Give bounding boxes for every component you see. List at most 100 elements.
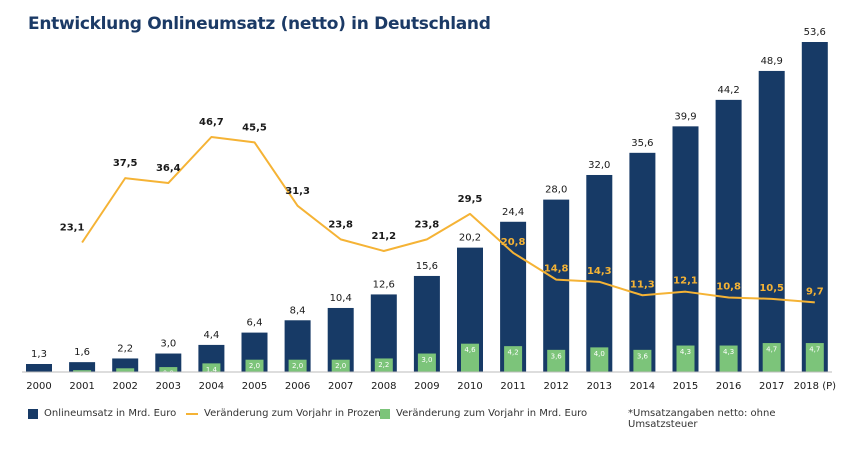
revenue-bar-label: 35,6 xyxy=(631,138,653,149)
percent-label: 11,3 xyxy=(630,279,655,290)
revenue-bar-label: 2,2 xyxy=(117,343,133,354)
revenue-bar-label: 53,6 xyxy=(804,27,826,38)
revenue-bar-label: 15,6 xyxy=(416,261,438,272)
revenue-bar xyxy=(629,152,656,372)
x-tick-label: 2005 xyxy=(242,381,267,392)
change-bar-label: 3,0 xyxy=(421,356,432,364)
change-bar-label: 4,3 xyxy=(723,348,734,356)
revenue-bar xyxy=(586,174,613,372)
revenue-bar-label: 4,4 xyxy=(203,330,219,341)
percent-label: 23,1 xyxy=(60,223,85,234)
revenue-bar-label: 44,2 xyxy=(717,85,739,96)
change-bar-label: 0,3 xyxy=(77,373,88,381)
percent-series-line xyxy=(81,136,815,304)
change-bar-label: 4,6 xyxy=(464,346,476,354)
revenue-bar xyxy=(715,99,742,372)
x-tick-label: 2018 (P) xyxy=(794,381,837,392)
revenue-bar-label: 39,9 xyxy=(674,111,696,122)
x-tick-label: 2002 xyxy=(112,381,137,392)
revenue-bar-label: 24,4 xyxy=(502,207,524,218)
change-bar xyxy=(73,370,92,372)
x-tick-label: 2003 xyxy=(156,381,181,392)
legend-swatch-percent xyxy=(186,412,198,415)
revenue-bar xyxy=(758,70,785,372)
change-bar xyxy=(461,343,479,372)
x-tick-label: 2013 xyxy=(587,381,612,392)
x-tick-labels: 2000 2001 2002 2003 2004 2005 2006 2007 2008 2009… xyxy=(26,381,836,392)
percent-labels: 23,1 37,5 36,4 46,7 45,5 31,3 23,8 21,2 23,8 29,5… xyxy=(60,117,824,297)
x-tick-label: 2007 xyxy=(328,381,353,392)
revenue-bar-label: 12,6 xyxy=(373,279,395,290)
x-tick-label: 2000 xyxy=(26,381,51,392)
revenue-bar-label: 32,0 xyxy=(588,160,610,171)
change-bar-label: 4,2 xyxy=(508,349,519,357)
percent-label: 14,3 xyxy=(587,266,612,277)
chart-title: Entwicklung Onlineumsatz (netto) in Deut… xyxy=(28,14,491,34)
percent-label: 46,7 xyxy=(199,117,224,128)
percent-label: 14,8 xyxy=(544,264,569,275)
percent-label: 12,1 xyxy=(673,276,698,287)
change-bar-label: 3,6 xyxy=(637,352,649,360)
change-bar xyxy=(719,345,738,372)
legend-item-change: Veränderung zum Vorjahr in Mrd. Euro xyxy=(380,408,587,419)
revenue-bar-label: 10,4 xyxy=(330,293,352,304)
revenue-bar-label: 28,0 xyxy=(545,185,567,196)
revenue-bar-label: 20,2 xyxy=(459,233,481,244)
revenue-bar-label: 48,9 xyxy=(761,56,783,67)
change-bars xyxy=(73,343,824,372)
legend-label-revenue: Onlineumsatz in Mrd. Euro xyxy=(44,408,177,419)
change-bar-label: 0,6 xyxy=(120,371,132,379)
x-tick-label: 2009 xyxy=(414,381,439,392)
percent-label: 36,4 xyxy=(156,163,181,174)
change-bar xyxy=(504,346,523,372)
percent-label: 23,8 xyxy=(415,219,440,230)
x-tick-label: 2001 xyxy=(69,381,94,392)
percent-label: 45,5 xyxy=(242,122,267,133)
revenue-bar-label: 8,4 xyxy=(290,305,306,316)
percent-label: 29,5 xyxy=(458,194,483,205)
change-bar xyxy=(374,358,393,372)
change-bar xyxy=(288,359,307,372)
percent-label: 37,5 xyxy=(113,158,138,169)
change-bar xyxy=(331,359,350,372)
change-bar xyxy=(762,343,781,372)
x-tick-label: 2017 xyxy=(759,381,784,392)
change-bar-label: 4,3 xyxy=(680,348,691,356)
change-bar xyxy=(202,363,221,372)
chart: 0,3 0,6 0,8 1,4 2,0 2,0 2,0 2,2 3,0 4,6 4,2 3,6 4,0 3… xyxy=(22,27,836,392)
x-tick-label: 2014 xyxy=(630,381,655,392)
legend-label-percent: Veränderung zum Vorjahr in Prozent xyxy=(204,408,385,419)
x-tick-label: 2010 xyxy=(457,381,482,392)
change-bar-label: 1,4 xyxy=(206,366,218,374)
percent-label: 9,7 xyxy=(806,286,824,297)
percent-label: 23,8 xyxy=(328,219,353,230)
change-bar xyxy=(417,353,436,372)
x-tick-label: 2006 xyxy=(285,381,310,392)
change-bar-label: 2,0 xyxy=(335,362,346,370)
legend-swatch-change xyxy=(380,408,390,419)
revenue-bar-labels: 1,3 1,6 2,2 3,0 4,4 6,4 8,4 10,4 12,6 15,6 20,2 24,… xyxy=(31,27,826,360)
change-bar-label: 4,7 xyxy=(809,346,820,354)
percent-label: 10,8 xyxy=(716,281,741,292)
revenue-bar xyxy=(801,42,828,372)
change-bar xyxy=(590,347,609,372)
percent-label: 10,5 xyxy=(759,283,784,294)
revenue-bar xyxy=(543,199,570,372)
change-bar-labels: 0,3 0,6 0,8 1,4 2,0 2,0 2,0 2,2 3,0 4,6 4,2 3,6 4,0 3… xyxy=(77,346,821,381)
x-tick-label: 2004 xyxy=(199,381,224,392)
change-bar-label: 2,2 xyxy=(378,361,389,369)
change-bar xyxy=(676,345,695,372)
x-tick-label: 2015 xyxy=(673,381,698,392)
revenue-bar-label: 1,3 xyxy=(31,349,47,360)
change-bar xyxy=(547,349,566,372)
legend-item-percent: Veränderung zum Vorjahr in Prozent xyxy=(186,408,385,419)
x-tick-label: 2012 xyxy=(543,381,568,392)
change-bar-label: 2,0 xyxy=(292,362,303,370)
change-bar xyxy=(116,368,135,372)
legend-swatch-revenue xyxy=(28,408,38,419)
revenue-bar xyxy=(26,363,52,372)
revenue-bar xyxy=(69,362,96,372)
change-bar xyxy=(159,367,178,372)
change-bar-label: 4,0 xyxy=(594,350,605,358)
change-bar xyxy=(633,349,652,372)
